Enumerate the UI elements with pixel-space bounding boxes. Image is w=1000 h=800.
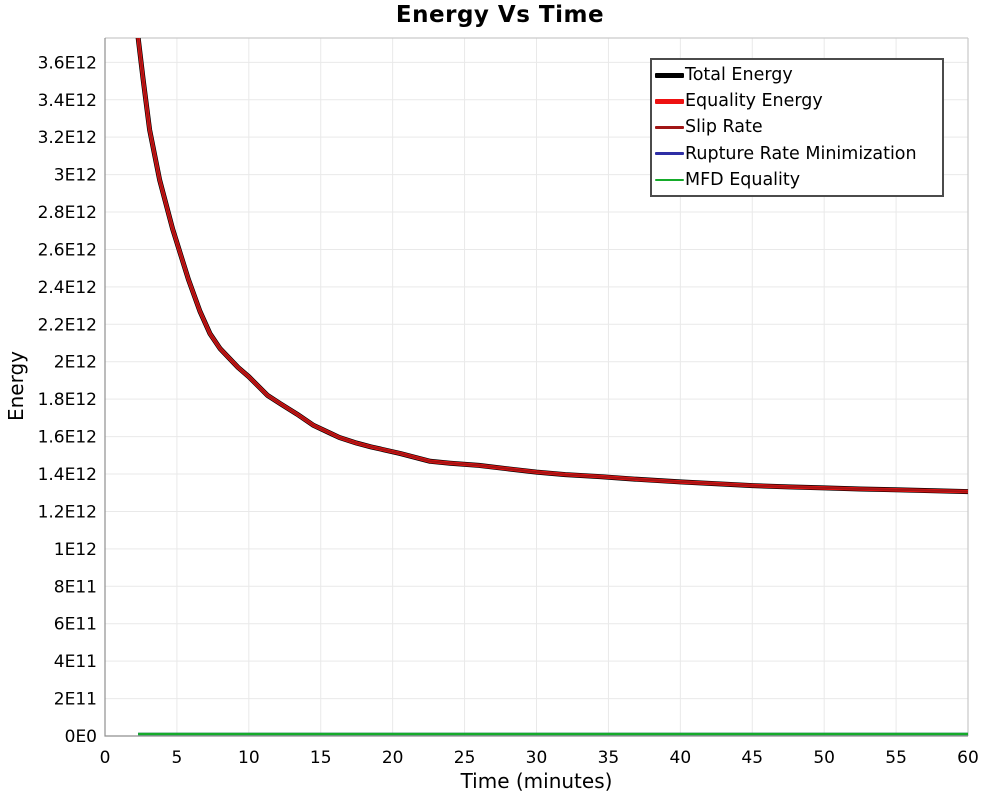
legend-label: Slip Rate bbox=[685, 117, 763, 138]
y-tick-label: 2.6E12 bbox=[38, 240, 97, 260]
y-tick-label: 3.4E12 bbox=[38, 91, 97, 111]
legend: Total Energy Equality Energy Slip Rate Rupt… bbox=[650, 58, 944, 197]
x-tick-label: 10 bbox=[238, 748, 260, 768]
x-tick-label: 45 bbox=[741, 748, 763, 768]
legend-label: Total Energy bbox=[685, 65, 793, 86]
legend-label: Equality Energy bbox=[685, 91, 823, 112]
legend-item-equality-energy: Equality Energy bbox=[655, 91, 942, 111]
y-tick-label: 1.2E12 bbox=[38, 502, 97, 522]
y-tick-label: 1.8E12 bbox=[38, 390, 97, 410]
y-tick-label: 0E0 bbox=[65, 727, 97, 747]
y-tick-label: 1E12 bbox=[54, 540, 97, 560]
y-tick-label: 2.8E12 bbox=[38, 203, 97, 223]
x-tick-label: 25 bbox=[454, 748, 476, 768]
x-tick-label: 20 bbox=[382, 748, 404, 768]
x-tick-label: 0 bbox=[100, 748, 111, 768]
chart-title: Energy Vs Time bbox=[395, 2, 605, 28]
y-tick-label: 4E11 bbox=[54, 652, 97, 672]
y-axis-title: Energy bbox=[4, 350, 28, 422]
legend-line-sample bbox=[655, 98, 684, 104]
legend-item-rupture-rate-minimization: Rupture Rate Minimization bbox=[655, 144, 942, 164]
y-tick-label: 3.2E12 bbox=[38, 128, 97, 148]
legend-line-sample bbox=[655, 72, 684, 78]
y-tick-label: 1.4E12 bbox=[38, 465, 97, 485]
y-tick-label: 6E11 bbox=[54, 615, 97, 635]
y-tick-label: 3.6E12 bbox=[38, 53, 97, 73]
legend-item-total-energy: Total Energy bbox=[655, 65, 942, 85]
legend-line-sample bbox=[655, 152, 684, 155]
y-tick-label: 8E11 bbox=[54, 577, 97, 597]
x-tick-label: 35 bbox=[598, 748, 620, 768]
x-tick-label: 60 bbox=[957, 748, 979, 768]
plot-border-axis bbox=[104, 38, 968, 737]
x-tick-label: 30 bbox=[526, 748, 548, 768]
y-tick-label: 2.2E12 bbox=[38, 315, 97, 335]
legend-line-sample bbox=[655, 126, 684, 129]
x-tick-label: 5 bbox=[172, 748, 183, 768]
y-tick-label: 1.6E12 bbox=[38, 428, 97, 448]
x-axis-title: Time (minutes) bbox=[460, 769, 613, 793]
x-tick-label: 40 bbox=[670, 748, 692, 768]
series-slip-rate bbox=[137, 38, 969, 493]
legend-label: MFD Equality bbox=[685, 169, 801, 190]
y-tick-label: 2E11 bbox=[54, 690, 97, 710]
x-tick-label: 50 bbox=[813, 748, 835, 768]
legend-item-mfd-equality: MFD Equality bbox=[655, 170, 942, 190]
legend-line-sample bbox=[655, 178, 684, 182]
y-tick-label: 2E12 bbox=[54, 353, 97, 373]
x-tick-label: 55 bbox=[885, 748, 907, 768]
x-tick-label: 15 bbox=[310, 748, 332, 768]
legend-item-slip-rate: Slip Rate bbox=[655, 117, 942, 137]
y-tick-label: 2.4E12 bbox=[38, 278, 97, 298]
legend-label: Rupture Rate Minimization bbox=[685, 143, 917, 164]
y-tick-label: 3E12 bbox=[54, 166, 97, 186]
